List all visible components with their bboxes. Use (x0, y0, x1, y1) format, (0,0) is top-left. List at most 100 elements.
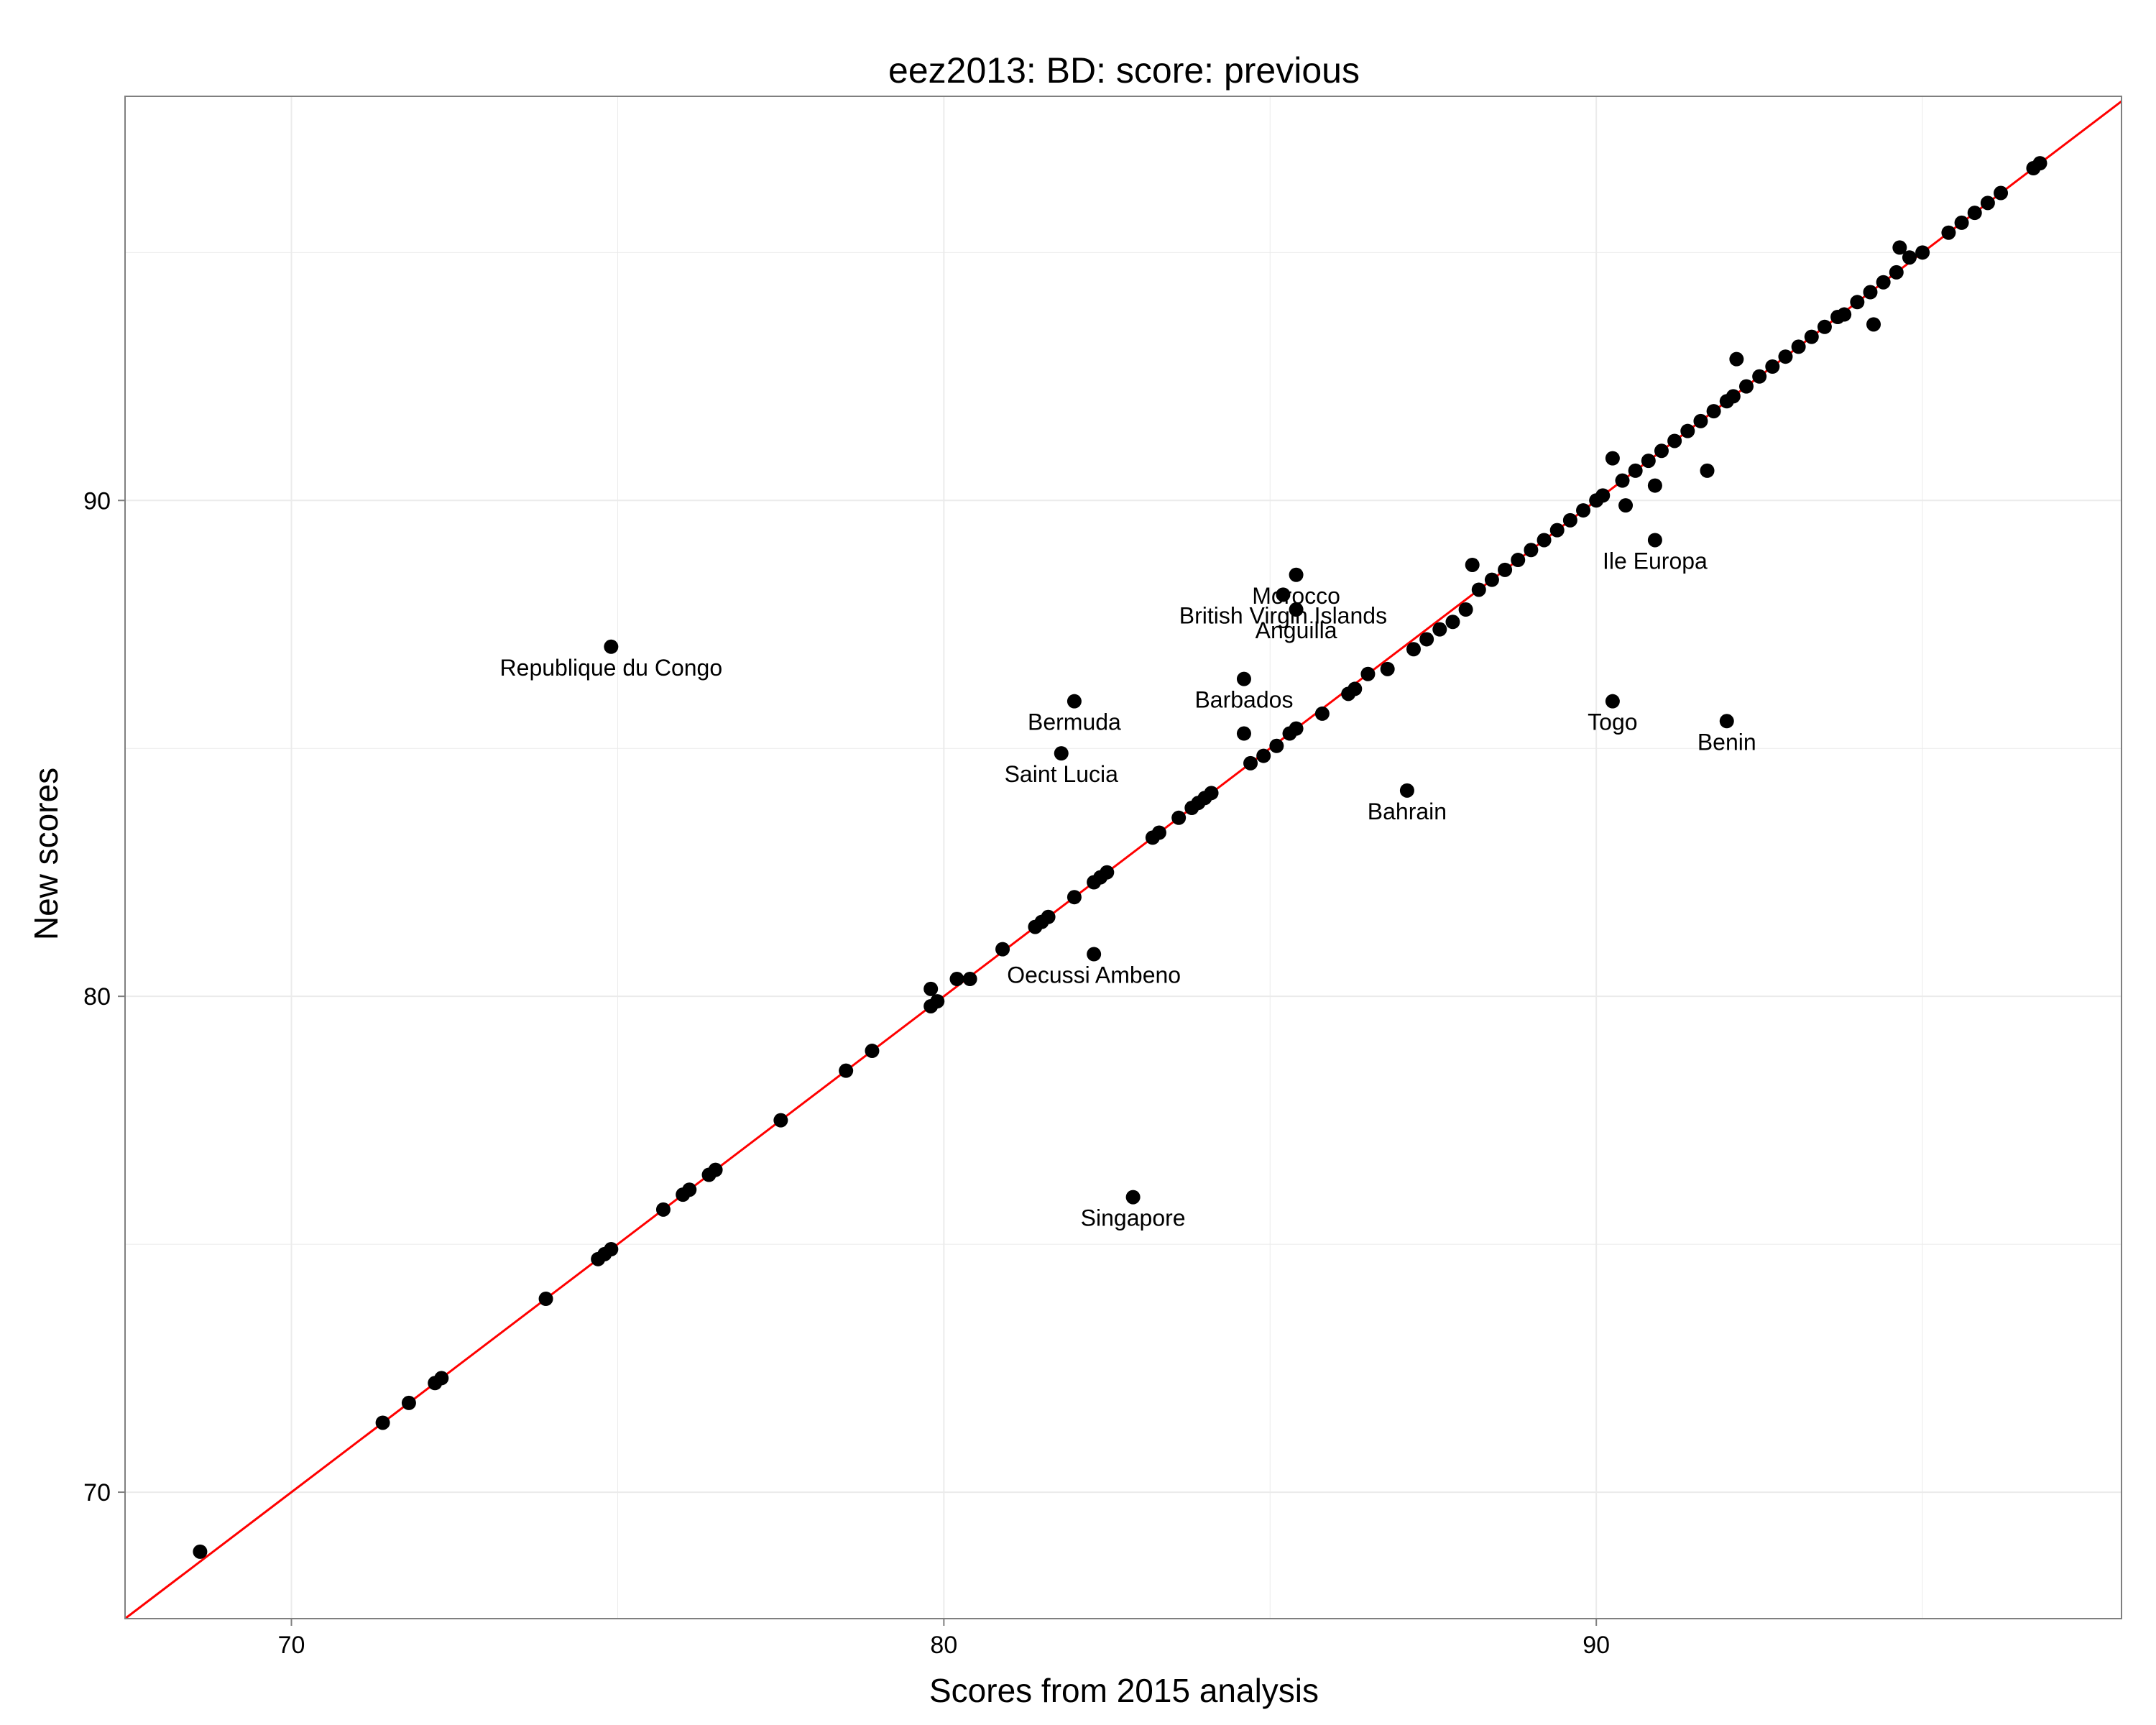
data-point (1778, 349, 1793, 364)
data-point (995, 942, 1010, 957)
data-point (1537, 533, 1552, 548)
data-point (655, 1202, 671, 1217)
point-label: British Virgin Islands (1179, 602, 1387, 628)
labeled-data-point (604, 639, 619, 654)
data-point (1243, 755, 1258, 770)
point-label: Togo (1588, 709, 1637, 735)
data-point (1562, 512, 1577, 528)
data-point (1889, 264, 1904, 280)
data-point (1850, 295, 1865, 310)
data-point (1915, 245, 1930, 260)
labeled-data-point (1276, 587, 1291, 602)
point-label: Oecussi Ambeno (1007, 962, 1181, 988)
data-point (1994, 185, 2009, 201)
y-tick-label: 70 (83, 1479, 111, 1506)
labeled-data-point (1399, 783, 1414, 798)
data-point (1151, 825, 1166, 840)
point-label: Republique du Congo (500, 655, 723, 681)
data-point (1484, 572, 1499, 587)
points-layer (193, 156, 2047, 1559)
x-tick-label: 80 (930, 1632, 957, 1659)
data-point (1729, 351, 1744, 367)
labeled-data-point (1067, 694, 1082, 709)
data-point (1498, 562, 1513, 577)
data-point (1892, 240, 1907, 255)
data-point (930, 994, 945, 1009)
data-point (1605, 451, 1620, 466)
data-point (1817, 319, 1832, 334)
data-point (2032, 156, 2047, 171)
point-label: Barbados (1194, 687, 1293, 713)
labeled-data-point (1719, 714, 1734, 729)
data-point (1067, 890, 1082, 905)
labeled-data-point (1647, 533, 1662, 548)
data-point (1680, 423, 1695, 438)
data-point (949, 972, 964, 987)
data-point (1791, 339, 1806, 354)
point-label: Bermuda (1028, 709, 1121, 735)
data-point (1641, 454, 1656, 469)
data-point (1256, 748, 1271, 763)
point-label: Ile Europa (1603, 548, 1708, 574)
point-label: Saint Lucia (1005, 761, 1119, 787)
data-point (1654, 443, 1669, 459)
data-point (1445, 615, 1460, 630)
data-point (1866, 317, 1881, 332)
data-point (193, 1544, 208, 1559)
data-point (1902, 250, 1917, 265)
point-label: Morocco (1252, 583, 1340, 609)
data-point (1595, 488, 1611, 503)
data-point (1289, 721, 1304, 736)
data-point (604, 1242, 619, 1257)
data-point (1524, 543, 1539, 558)
grid (125, 96, 2122, 1619)
data-point (1314, 706, 1330, 721)
data-point (434, 1371, 449, 1386)
data-point (1618, 498, 1634, 513)
labeled-data-point (1605, 694, 1620, 709)
data-point (773, 1113, 788, 1128)
labeled-data-point (1289, 567, 1304, 582)
data-point (1700, 463, 1715, 478)
labeled-data-point (1289, 602, 1304, 617)
data-point (1549, 523, 1565, 538)
data-point (1967, 206, 1982, 221)
data-point (1706, 404, 1721, 419)
point-label: Anguilla (1256, 617, 1337, 643)
chart-title: eez2013: BD: score: previous (888, 50, 1360, 91)
y-axis-ticks: 70 80 90 (83, 487, 125, 1506)
data-point (1647, 478, 1662, 493)
data-point (1693, 413, 1708, 428)
point-label: Bahrain (1368, 799, 1447, 824)
x-axis-title: Scores from 2015 analysis (929, 1672, 1319, 1709)
labeled-data-point (1236, 671, 1251, 686)
data-point (1458, 602, 1473, 617)
data-point (1171, 810, 1187, 825)
data-point (1765, 359, 1780, 374)
data-point (1041, 909, 1056, 924)
data-point (1419, 632, 1434, 647)
x-axis-ticks: 70 80 90 (278, 1619, 1610, 1659)
data-point (962, 972, 977, 987)
data-point (1471, 582, 1486, 597)
data-point (1269, 738, 1284, 753)
data-point (839, 1063, 854, 1078)
y-axis-title: New scores (27, 768, 65, 940)
data-point (1236, 726, 1251, 741)
data-point (1204, 786, 1219, 801)
data-point (1406, 642, 1421, 657)
x-tick-label: 90 (1583, 1632, 1610, 1659)
data-point (1726, 389, 1741, 404)
data-point (538, 1292, 553, 1307)
plot-border (124, 96, 2122, 1619)
data-point (1100, 865, 1115, 880)
data-point (923, 981, 939, 996)
data-point (1804, 329, 1819, 344)
data-point (1615, 473, 1630, 488)
point-labels-layer: Republique du Congo Bermuda Saint Lucia Bar… (500, 548, 1756, 1230)
data-point (1738, 379, 1754, 394)
data-point (1380, 661, 1395, 676)
data-point (1576, 503, 1591, 518)
data-point (1511, 553, 1526, 568)
x-tick-label: 70 (278, 1632, 305, 1659)
